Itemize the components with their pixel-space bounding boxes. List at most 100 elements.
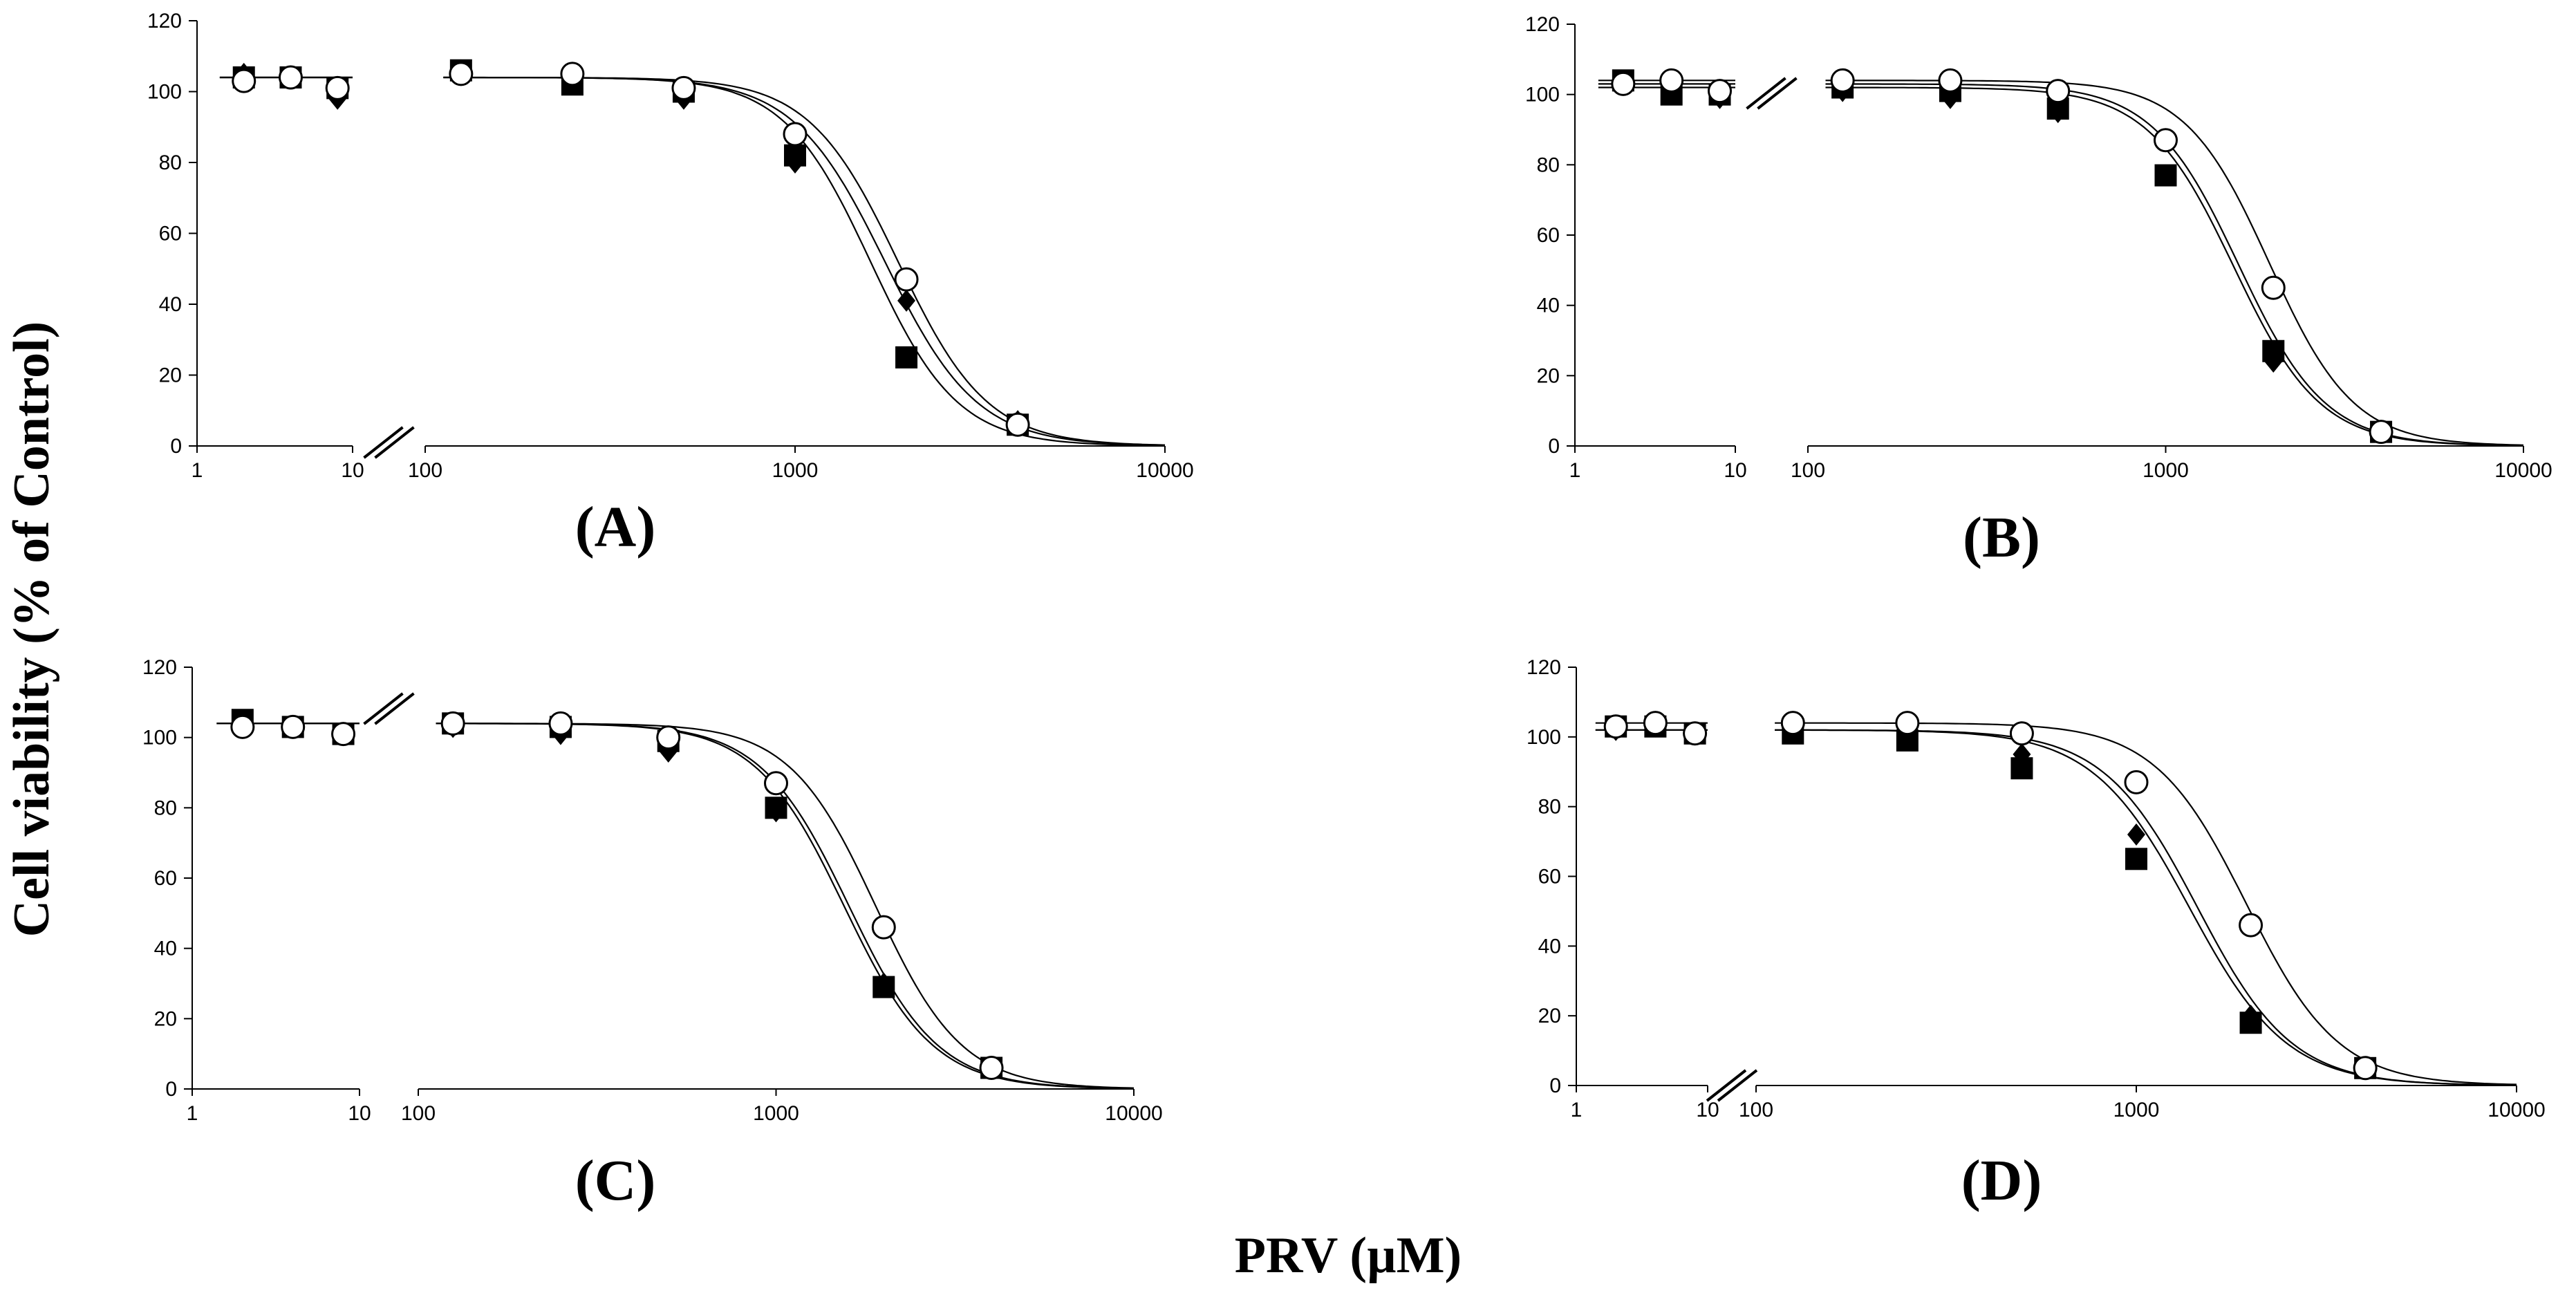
panel-b-point-circle: [1938, 68, 1963, 93]
panel-b-x-tick-label: 10000: [2494, 459, 2552, 482]
panel-b-point-circle: [2046, 79, 2071, 104]
panel-a-x-tick-label: 10: [341, 459, 364, 482]
panel-c-point-circle: [656, 725, 681, 750]
panel-a-point-square: [784, 144, 806, 167]
panel-a-point-circle: [325, 75, 350, 100]
panel-c-point-circle: [764, 771, 788, 796]
panel-c-x-tick-label: 1000: [753, 1102, 799, 1125]
panel-a-y-tick-label: 20: [159, 364, 182, 387]
panel-b-y-tick-label: 80: [1537, 153, 1560, 176]
panel-a-axis-break-mark: [374, 426, 415, 459]
panel-c-y-tick-label: 20: [154, 1007, 177, 1030]
panel-d-x-tick-label: 100: [1739, 1099, 1773, 1121]
panel-a-y-tick-label: 40: [159, 293, 182, 316]
panel-c-point-circle: [230, 714, 255, 739]
panel-b-x-tick-label: 1: [1569, 459, 1581, 482]
panel-a-label: (A): [575, 495, 656, 559]
panel-c-y-tick-label: 60: [154, 867, 177, 890]
panel-a-x-tick-label: 100: [408, 459, 442, 482]
panel-d-point-square: [2010, 757, 2033, 780]
panel-a-y-tick-label: 100: [147, 81, 182, 104]
panel-b-y-tick-label: 60: [1537, 224, 1560, 247]
panel-b-point-circle: [1708, 79, 1733, 104]
panel-d-point-diamond: [2127, 823, 2145, 846]
panel-b-point-circle: [1659, 68, 1684, 93]
panel-c-axis-break-mark: [374, 692, 415, 725]
figure-x-axis-label: PRV (µM): [1235, 1227, 1462, 1284]
panel-d-point-circle: [1643, 711, 1668, 736]
panel-a-y-tick-label: 0: [170, 435, 182, 458]
panel-a-y-tick-label: 60: [159, 223, 182, 245]
panel-d-point-circle: [1683, 721, 1708, 746]
panel-d-point-square: [2239, 1012, 2262, 1034]
panel-b-axis-break-mark: [1757, 77, 1798, 110]
panel-d-point-circle: [1895, 711, 1920, 736]
panel-c-x-tick-label: 10000: [1105, 1102, 1162, 1125]
panel-a-y-tick-label: 120: [147, 10, 182, 32]
panel-d-y-tick-label: 40: [1538, 935, 1561, 958]
panel-b-y-tick-label: 20: [1537, 364, 1560, 387]
panel-d-x-tick-label: 1: [1571, 1099, 1583, 1121]
panel-a-y-tick-label: 80: [159, 151, 182, 174]
panel-b-point-circle: [1611, 71, 1636, 96]
panel-b-x-tick-label: 100: [1791, 459, 1825, 482]
panel-a-point-square: [895, 346, 918, 369]
panel-d-x-tick-label: 10000: [2488, 1099, 2545, 1121]
panel-c-axis-break-mark: [363, 692, 404, 725]
panel-a-point-circle: [232, 68, 256, 93]
panel-c-y-tick-label: 100: [142, 727, 177, 749]
panel-c-x-tick-label: 1: [187, 1102, 198, 1125]
panel-a-point-diamond: [897, 289, 916, 312]
panel-d-point-circle: [1603, 714, 1628, 739]
panel-d-point-circle: [1780, 711, 1805, 736]
figure-y-axis-label: Cell viability (% of Control): [3, 322, 60, 938]
panel-b-x-tick-label: 10: [1724, 459, 1746, 482]
panel-d-y-tick-label: 0: [1549, 1074, 1561, 1097]
panel-b-point-circle: [2154, 128, 2178, 153]
panel-b-y-tick-label: 100: [1525, 84, 1560, 106]
panel-c-point-circle: [871, 915, 896, 940]
panel-d-point-circle: [2124, 770, 2149, 794]
panel-b-label: (B): [1963, 505, 2040, 570]
panel-d-y-tick-label: 20: [1538, 1005, 1561, 1027]
panel-b-point-square: [2154, 164, 2177, 187]
panel-a-point-circle: [449, 62, 474, 86]
panel-d-point-circle: [2239, 913, 2264, 938]
panel-a-x-tick-label: 10000: [1136, 459, 1193, 482]
panel-a-point-circle: [278, 65, 303, 90]
panel-b-point-circle: [1830, 68, 1855, 93]
panel-c-y-tick-label: 40: [154, 938, 177, 960]
panel-c-point-circle: [440, 711, 465, 736]
panel-c-point-square: [765, 796, 787, 819]
panel-c-point-circle: [548, 711, 573, 736]
panel-a-axis-break-mark: [363, 426, 404, 459]
panel-d-y-tick-label: 60: [1538, 866, 1561, 888]
panel-c-y-tick-label: 0: [165, 1078, 177, 1101]
panel-b-point-circle: [2261, 275, 2286, 300]
panel-d-x-tick-label: 1000: [2113, 1099, 2160, 1121]
panel-b-point-circle: [2369, 420, 2393, 445]
panel-b-y-tick-label: 40: [1537, 295, 1560, 317]
panel-d-point-circle: [2009, 721, 2034, 746]
panel-d-point-square: [2125, 848, 2147, 870]
panel-c-point-circle: [281, 714, 306, 739]
panel-d-label: (D): [1961, 1148, 2042, 1213]
panel-c-y-tick-label: 80: [154, 796, 177, 819]
panel-d-y-tick-label: 120: [1527, 656, 1561, 679]
panel-b-x-tick-label: 1000: [2143, 459, 2189, 482]
panel-d-point-circle: [2353, 1056, 2378, 1081]
panel-d-axis-break-mark: [1717, 1069, 1758, 1102]
panel-a-point-circle: [560, 62, 585, 86]
panel-c-y-tick-label: 120: [142, 656, 177, 679]
panel-b-axis-break-mark: [1746, 77, 1786, 110]
panel-d-axis-break-mark: [1706, 1069, 1747, 1102]
panel-a-point-circle: [671, 75, 696, 100]
panel-a-point-circle: [894, 267, 919, 292]
panel-c-x-tick-label: 100: [401, 1102, 436, 1125]
panel-a-x-tick-label: 1000: [772, 459, 819, 482]
panel-c-point-square: [872, 976, 895, 998]
panel-d-y-tick-label: 100: [1527, 726, 1561, 749]
